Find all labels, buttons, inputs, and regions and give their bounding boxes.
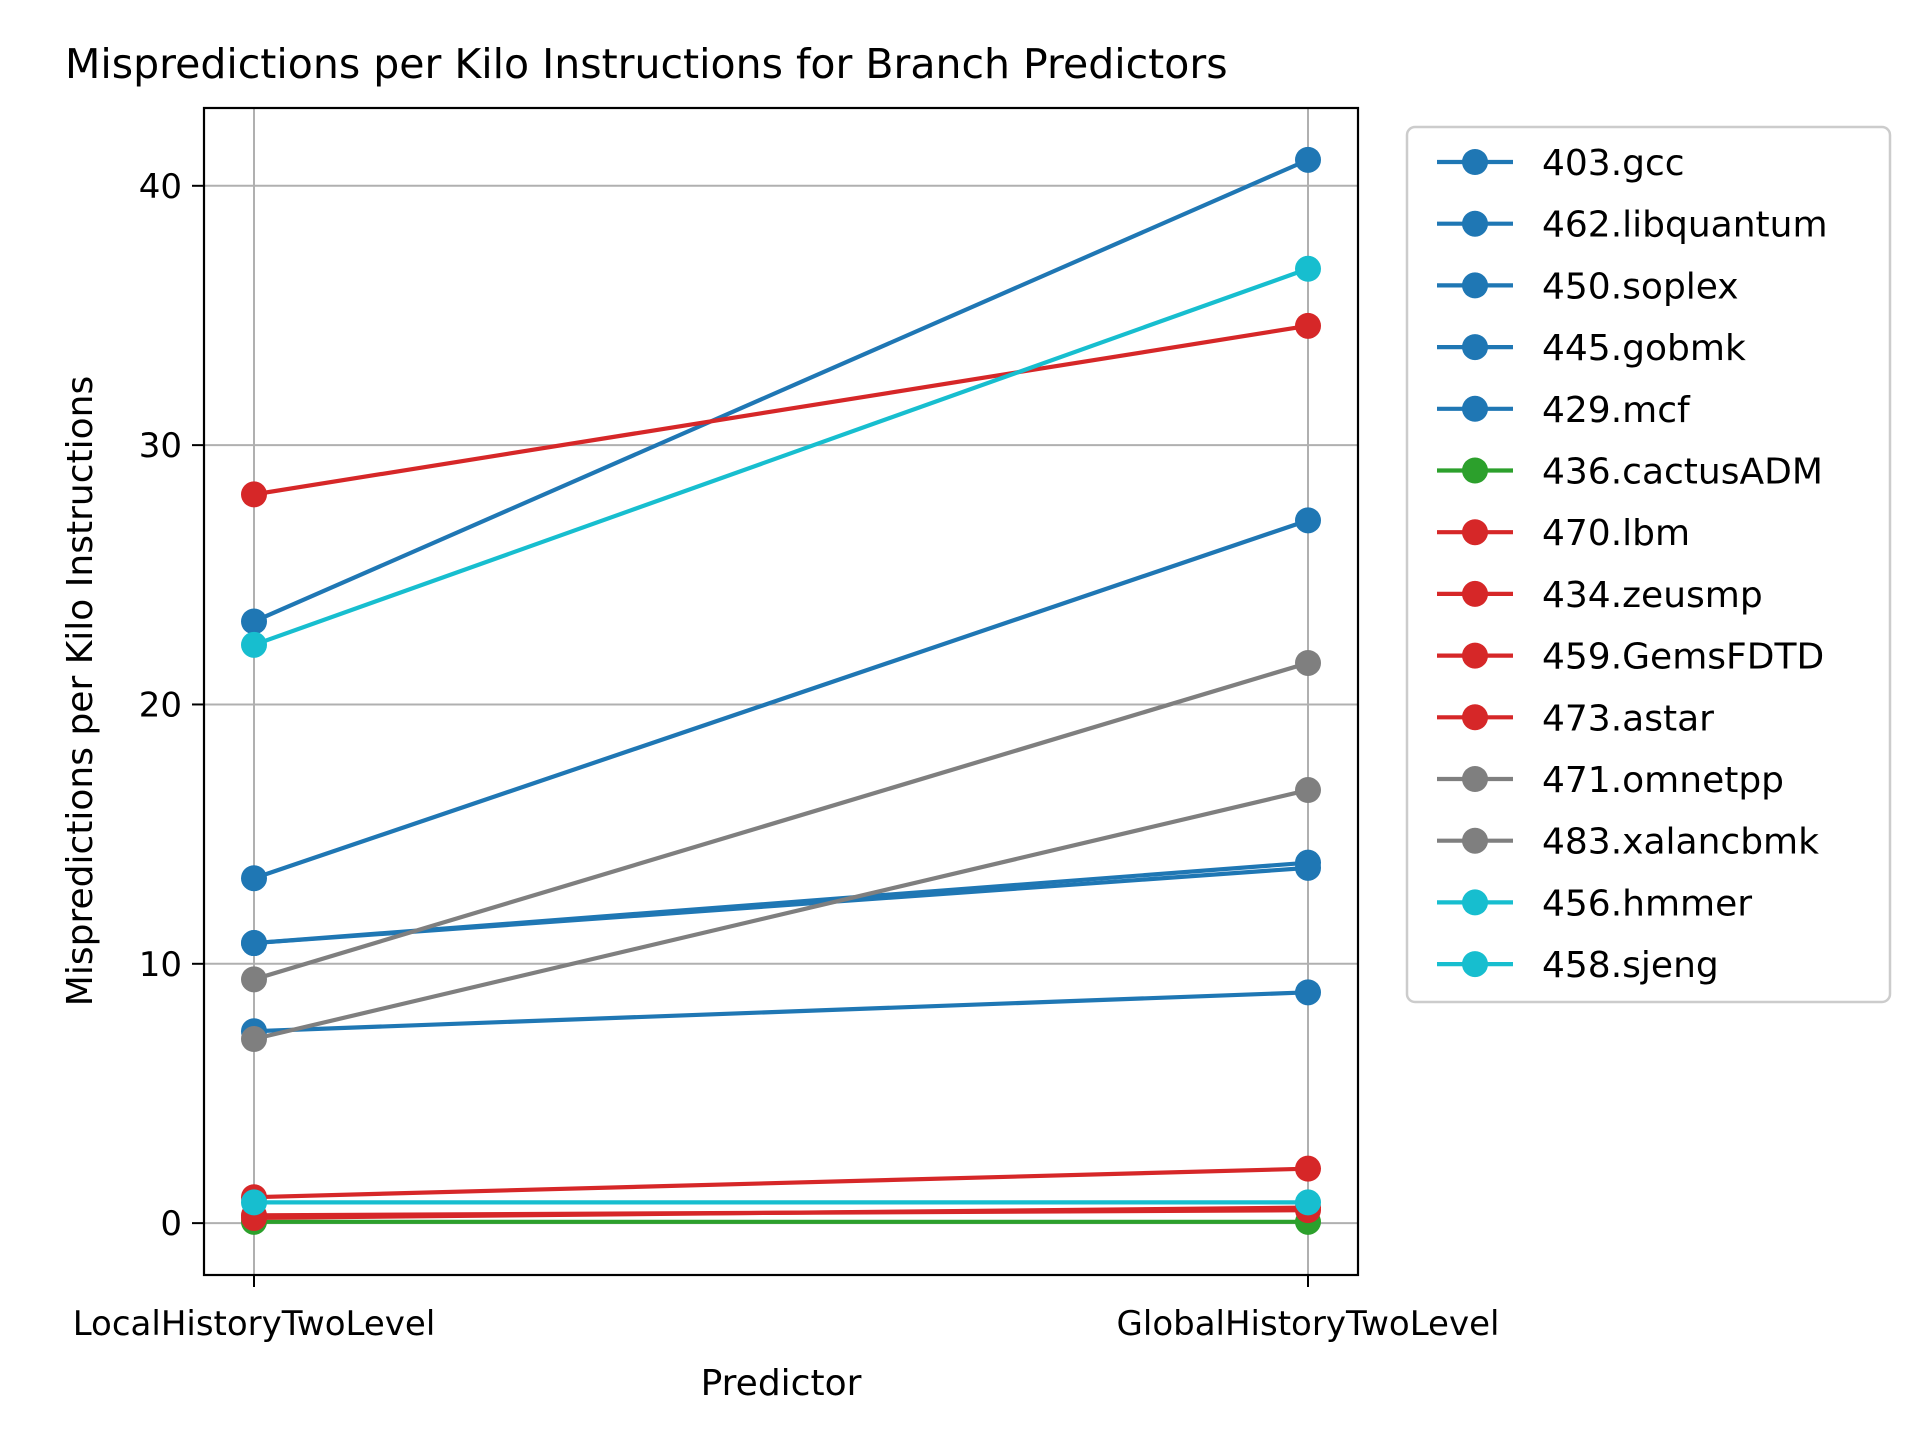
series-layer <box>241 146 1321 1235</box>
data-point <box>241 930 267 957</box>
series-445.gobmk <box>241 854 1321 957</box>
data-point <box>1295 312 1321 339</box>
legend-swatch-marker <box>1462 457 1488 484</box>
series-403.gcc <box>241 146 1321 635</box>
series-471.omnetpp <box>241 649 1321 993</box>
legend-label: 470.lbm <box>1542 513 1690 554</box>
data-point <box>241 608 267 635</box>
data-point <box>1295 1189 1321 1216</box>
legend-item: 445.gobmk <box>1437 328 1746 369</box>
series-450.soplex <box>241 849 1321 957</box>
data-point <box>241 631 267 658</box>
y-tick-label: 30 <box>139 426 182 466</box>
legend-swatch-marker <box>1462 395 1488 422</box>
data-point <box>1295 777 1321 804</box>
series-line <box>253 518 1309 881</box>
legend-swatch-marker <box>1462 149 1488 175</box>
legend-item: 462.libquantum <box>1437 205 1828 246</box>
data-point <box>241 1189 267 1216</box>
legend-label: 483.xalancbmk <box>1542 822 1819 863</box>
legend-item: 436.cactusADM <box>1437 452 1823 493</box>
legend-item: 471.omnetpp <box>1437 760 1784 801</box>
legend-label: 459.GemsFDTD <box>1542 637 1824 678</box>
grid-layer <box>204 108 1358 1275</box>
series-456.hmmer <box>241 255 1321 658</box>
series-line <box>253 266 1309 647</box>
legend-label: 450.soplex <box>1542 266 1739 307</box>
series-483.xalancbmk <box>241 777 1321 1053</box>
legend-swatch-marker <box>1462 766 1488 792</box>
x-tick-label: LocalHistoryTwoLevel <box>73 1304 436 1344</box>
legend-swatch-marker <box>1462 519 1488 546</box>
legend-swatch-marker <box>1462 889 1488 916</box>
legend-swatch-marker <box>1462 210 1488 237</box>
series-line <box>253 660 1309 982</box>
data-point <box>1295 507 1321 534</box>
legend-label: 458.sjeng <box>1542 945 1719 986</box>
legend-label: 473.astar <box>1542 698 1714 739</box>
legend-item: 459.GemsFDTD <box>1437 637 1824 678</box>
legend-swatch-marker <box>1462 951 1488 978</box>
data-point <box>1295 649 1321 676</box>
series-462.libquantum <box>241 507 1321 892</box>
series-line <box>253 157 1309 624</box>
legend: 403.gcc 462.libquantum 450.soplex 445.gobmk… <box>1405 125 1892 1004</box>
legend-item: 470.lbm <box>1437 513 1690 554</box>
legend-label: 436.cactusADM <box>1542 452 1823 493</box>
legend-label: 434.zeusmp <box>1542 575 1763 616</box>
y-tick-label: 40 <box>139 167 182 207</box>
legend-item: 458.sjeng <box>1437 945 1719 986</box>
legend-item: 429.mcf <box>1437 390 1691 431</box>
legend-swatch-marker <box>1462 827 1488 854</box>
legend-label: 403.gcc <box>1542 143 1685 184</box>
legend-item: 450.soplex <box>1437 266 1739 307</box>
legend-label: 456.hmmer <box>1542 883 1752 924</box>
tick-layer: LocalHistoryTwoLevel GlobalHistoryTwoLeve… <box>73 167 1500 1344</box>
y-tick-label: 10 <box>139 945 182 985</box>
x-tick-label: GlobalHistoryTwoLevel <box>1117 1304 1500 1344</box>
data-point <box>241 1026 267 1053</box>
series-470.lbm <box>241 312 1321 508</box>
legend-swatch-marker <box>1462 642 1488 669</box>
data-point <box>1295 979 1321 1006</box>
data-point <box>1295 1155 1321 1182</box>
series-line <box>253 865 1309 946</box>
legend-item: 403.gcc <box>1437 143 1685 184</box>
y-axis-label: Mispredictions per Kilo Instructions <box>60 376 101 1006</box>
series-429.mcf <box>241 979 1321 1045</box>
legend-item: 483.xalancbmk <box>1437 822 1819 863</box>
legend-label: 462.libquantum <box>1542 205 1828 246</box>
legend-frame <box>1405 125 1892 1004</box>
legend-swatch-marker <box>1462 580 1488 607</box>
chart-title: Mispredictions per Kilo Instructions for… <box>65 40 1228 88</box>
legend-item: 456.hmmer <box>1437 883 1752 924</box>
series-line <box>253 990 1309 1034</box>
series-line <box>253 1205 1309 1221</box>
data-point <box>241 481 267 508</box>
legend-label: 471.omnetpp <box>1542 760 1784 801</box>
legend-swatch-marker <box>1462 704 1488 731</box>
x-axis-label: Predictor <box>701 1363 862 1404</box>
data-point <box>241 966 267 993</box>
y-tick-label: 0 <box>160 1204 182 1244</box>
data-point <box>1295 854 1321 881</box>
series-line <box>253 788 1309 1042</box>
data-point <box>241 865 267 892</box>
data-point <box>1295 146 1321 173</box>
legend-item: 434.zeusmp <box>1437 575 1763 616</box>
series-line <box>253 1166 1309 1200</box>
y-tick-label: 20 <box>139 685 182 725</box>
legend-item: 473.astar <box>1437 698 1714 739</box>
plot-frame <box>202 106 1360 1277</box>
series-line <box>253 323 1309 497</box>
data-point <box>1295 255 1321 282</box>
legend-swatch-marker <box>1462 334 1488 361</box>
legend-swatch-marker <box>1462 272 1488 299</box>
legend-label: 429.mcf <box>1542 390 1691 431</box>
legend-label: 445.gobmk <box>1542 328 1746 369</box>
series-458.sjeng <box>241 1189 1321 1216</box>
